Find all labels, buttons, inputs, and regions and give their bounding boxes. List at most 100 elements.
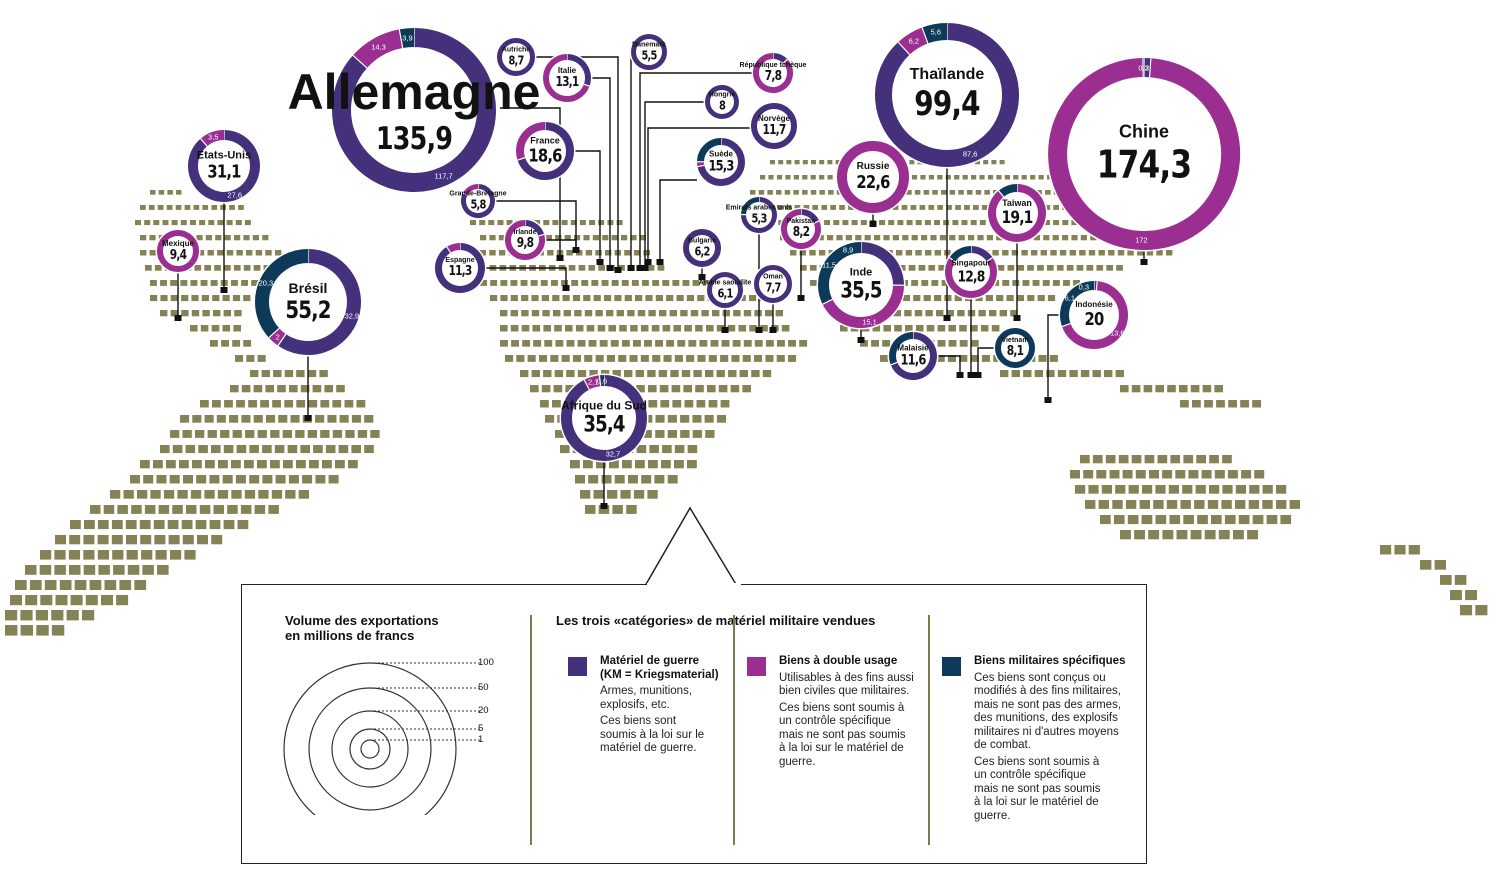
leader-line: [977, 347, 995, 375]
country-total: 11,3: [448, 264, 472, 279]
country-name: Danemark: [632, 41, 666, 49]
country-label: Mexique 9,4: [162, 239, 194, 263]
km-segment: [705, 85, 739, 119]
country-name: Afrique du Sud: [561, 398, 647, 413]
specific-segment: [255, 249, 309, 338]
country-name: Emirats arabes unis: [725, 204, 793, 212]
country-name: Thaïlande: [909, 66, 985, 83]
double-usage-segment: [753, 53, 793, 93]
legend-divider: [530, 615, 532, 845]
segment-value: 2: [1145, 63, 1150, 73]
km-segment: [332, 28, 496, 192]
scale-label-1: 1: [478, 734, 484, 745]
country-name: Hongrie: [708, 91, 736, 99]
location-marker: [220, 287, 228, 293]
location-marker: [857, 337, 865, 343]
country-total: 19,1: [1001, 208, 1033, 228]
country-name: Italie: [557, 66, 577, 75]
location-marker: [656, 259, 664, 265]
km-segment: [188, 130, 260, 202]
km-swatch: [568, 657, 587, 676]
km-segment: [517, 122, 574, 180]
country-label: Malaisie 11,6: [897, 344, 928, 369]
location-marker: [600, 503, 608, 509]
country-name: Oman: [763, 273, 783, 281]
location-marker: [636, 265, 644, 271]
country-label: Taiwan 19,1: [998, 198, 1036, 228]
country-name: Suède: [708, 149, 734, 159]
categories-title: Les trois «catégories» de matériel milit…: [556, 613, 876, 628]
specific-segment: [741, 197, 760, 215]
leader-line: [485, 267, 567, 288]
country-name: Allemagne: [287, 64, 541, 120]
double-usage-swatch: [747, 657, 766, 676]
leader-line: [937, 355, 961, 375]
leader-line: [574, 150, 601, 262]
location-marker: [596, 259, 604, 265]
segment-value: 2,1: [587, 377, 599, 387]
country-total: 55,2: [285, 296, 331, 324]
country-total: 99,4: [914, 84, 980, 124]
country-name: Brésil: [288, 280, 328, 296]
country-total: 135,9: [375, 121, 453, 157]
specific-segment: [818, 242, 862, 305]
specific-segment: [1060, 281, 1095, 327]
km-segment: [875, 23, 1019, 167]
country-name: Taiwan: [1002, 198, 1032, 208]
location-marker: [974, 372, 982, 378]
km-segment: [751, 103, 797, 149]
country-label: Irlande 9,8: [514, 229, 537, 251]
double-usage-segment: [822, 284, 904, 328]
country-label: Arabie saoudite 6,1: [699, 280, 752, 301]
segment-value: 117,7: [434, 171, 453, 181]
country-name: France: [530, 135, 560, 146]
country-label: Hongrie 8: [709, 92, 735, 113]
location-marker: [641, 265, 649, 271]
country-total: 20: [1084, 309, 1105, 330]
segment-value: 5,6: [930, 27, 942, 37]
country-label: Danemark 5,5: [632, 42, 666, 63]
country-label: Norvège 11,7: [758, 114, 790, 138]
segment-value: 3,5: [208, 132, 219, 142]
segment-value: 27,6: [227, 190, 243, 200]
double-usage-segment: [988, 184, 1046, 242]
country-label: Espagne 11,3: [445, 257, 474, 279]
country-name: Vietnam: [1001, 337, 1029, 344]
location-marker: [769, 327, 777, 333]
country-name: Etats-Unis: [196, 149, 252, 162]
country-name: Malaisie: [897, 343, 929, 353]
segment-value: 14,3: [371, 42, 386, 52]
country-label: Vietnam 8,1: [1001, 337, 1028, 359]
leader-line: [659, 179, 697, 262]
segment-value: 13,6: [1109, 328, 1125, 338]
km-segment: [631, 34, 667, 70]
country-total: 174,3: [1096, 142, 1192, 187]
country-label: Afrique du Sud 35,4: [561, 399, 647, 438]
country-total: 8,7: [508, 53, 525, 68]
country-label: France 18,6: [525, 136, 565, 167]
country-label: Brésil 55,2: [280, 280, 335, 324]
location-marker: [572, 247, 580, 253]
scale-label-50: 50: [478, 682, 489, 693]
specific-segment: [697, 138, 722, 163]
segment-value: 20,3: [258, 278, 274, 288]
segment-value: 2: [275, 332, 280, 342]
leader-line: [495, 200, 577, 250]
country-name: Mexique: [161, 239, 195, 248]
country-total: 31,1: [207, 161, 241, 183]
country-label: Autriche 8,7: [502, 47, 530, 68]
location-marker: [967, 372, 975, 378]
country-total: 6,2: [694, 244, 711, 259]
double-usage-segment: [352, 29, 404, 69]
specific-segment: [889, 332, 914, 365]
country-name: Indonésie: [1075, 300, 1113, 309]
leader-line: [644, 101, 705, 268]
location-marker: [956, 372, 964, 378]
country-label: Thaïlande 99,4: [907, 66, 987, 124]
leader-line: [591, 77, 611, 268]
country-label: République tchèque 7,8: [740, 62, 807, 84]
specific-swatch: [942, 657, 961, 676]
segment-value: 87,6: [962, 149, 978, 159]
